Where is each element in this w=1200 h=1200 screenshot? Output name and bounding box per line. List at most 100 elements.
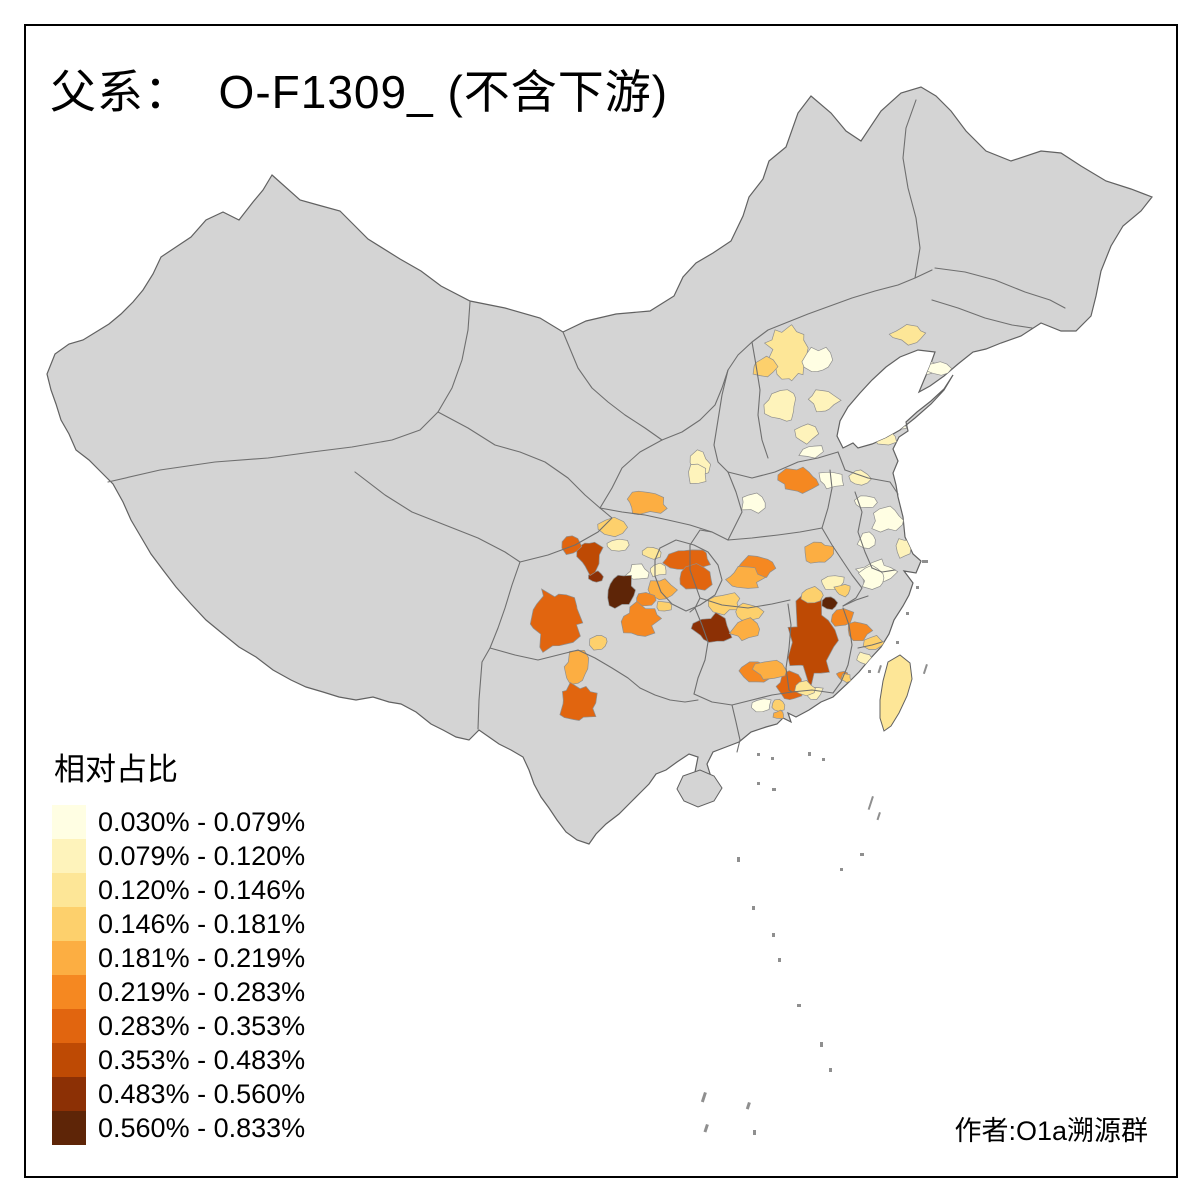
legend-label: 0.283% - 0.353% bbox=[98, 1010, 306, 1041]
prefecture-region bbox=[728, 617, 760, 642]
prefecture-region bbox=[607, 574, 636, 609]
islet bbox=[868, 670, 871, 673]
prefecture-region bbox=[647, 578, 678, 600]
map-title: 父系： O-F1309_ (不含下游) bbox=[50, 66, 669, 118]
prefecture-region bbox=[856, 531, 876, 549]
legend-label: 0.219% - 0.283% bbox=[98, 976, 306, 1007]
prefecture-region bbox=[847, 621, 874, 642]
islet bbox=[778, 958, 781, 962]
prefecture-region bbox=[589, 635, 608, 651]
islet bbox=[737, 857, 740, 862]
prefecture-region bbox=[800, 586, 824, 604]
legend-item: 0.353% - 0.483% bbox=[52, 1043, 305, 1077]
prefecture-region bbox=[751, 659, 787, 680]
province-borders bbox=[107, 99, 1066, 753]
legend-label: 0.079% - 0.120% bbox=[98, 840, 306, 871]
prefecture-region bbox=[872, 429, 898, 446]
prefecture-region bbox=[620, 600, 663, 637]
islet bbox=[829, 1068, 832, 1072]
legend-item: 0.120% - 0.146% bbox=[52, 873, 305, 907]
prefecture-region bbox=[857, 564, 885, 590]
islet bbox=[820, 1042, 823, 1047]
legend-label: 0.146% - 0.181% bbox=[98, 908, 306, 939]
islet bbox=[922, 560, 928, 563]
legend-swatch bbox=[52, 1077, 86, 1111]
legend-label: 0.353% - 0.483% bbox=[98, 1044, 306, 1075]
prefecture-region bbox=[559, 681, 598, 721]
islet bbox=[876, 812, 881, 821]
legend-label: 0.030% - 0.079% bbox=[98, 806, 306, 837]
legend-swatch bbox=[52, 1111, 86, 1145]
legend-item: 0.030% - 0.079% bbox=[52, 805, 305, 839]
prefecture-region bbox=[794, 423, 820, 445]
prefecture-region bbox=[563, 649, 590, 685]
islet bbox=[896, 641, 899, 644]
prefecture-region bbox=[777, 466, 820, 494]
islet bbox=[877, 665, 882, 674]
taiwan-island bbox=[879, 654, 913, 732]
china-outline bbox=[46, 86, 1153, 845]
islet bbox=[822, 758, 825, 761]
prefecture-region bbox=[794, 680, 816, 697]
prefecture-region bbox=[807, 389, 842, 413]
prefecture-region bbox=[626, 490, 668, 516]
islet bbox=[922, 664, 928, 675]
islet bbox=[700, 1091, 707, 1103]
prefecture-region bbox=[576, 541, 604, 576]
prefecture-region bbox=[821, 596, 839, 610]
islet bbox=[745, 1102, 751, 1110]
prefecture-region bbox=[775, 670, 803, 701]
islet bbox=[860, 853, 864, 856]
legend-item: 0.219% - 0.283% bbox=[52, 975, 305, 1009]
islet bbox=[797, 1004, 801, 1007]
prefecture-region bbox=[529, 588, 584, 653]
prefecture-region bbox=[636, 592, 657, 607]
legend-item: 0.283% - 0.353% bbox=[52, 1009, 305, 1043]
legend-swatch bbox=[52, 975, 86, 1009]
legend-title: 相对占比 bbox=[54, 752, 178, 787]
legend-item: 0.560% - 0.833% bbox=[52, 1111, 305, 1145]
islet bbox=[916, 586, 919, 589]
prefecture-region bbox=[772, 709, 784, 719]
prefecture-region bbox=[561, 535, 583, 555]
prefecture-region bbox=[752, 355, 779, 378]
prefecture-region bbox=[741, 492, 766, 514]
legend-swatch bbox=[52, 839, 86, 873]
legend-label: 0.120% - 0.146% bbox=[98, 874, 306, 905]
prefecture-region bbox=[751, 698, 772, 713]
prefecture-region bbox=[707, 592, 741, 616]
legend-label: 0.483% - 0.560% bbox=[98, 1078, 306, 1109]
legend-swatch bbox=[52, 805, 86, 839]
legend-rows: 0.030% - 0.079% 0.079% - 0.120% 0.120% - 0… bbox=[52, 805, 305, 1145]
islet bbox=[867, 796, 874, 810]
prefecture-region bbox=[871, 505, 904, 533]
legend-item: 0.079% - 0.120% bbox=[52, 839, 305, 873]
prefecture-region bbox=[798, 445, 824, 459]
prefecture-region bbox=[688, 463, 707, 484]
prefecture-region bbox=[787, 591, 839, 691]
islet bbox=[703, 1124, 709, 1133]
sea-islets bbox=[700, 560, 928, 1135]
prefecture-region bbox=[853, 495, 878, 508]
legend-item: 0.181% - 0.219% bbox=[52, 941, 305, 975]
islet bbox=[772, 933, 775, 937]
prefecture-region bbox=[690, 612, 733, 643]
prefecture-region bbox=[801, 346, 834, 373]
prefecture-region bbox=[833, 584, 851, 598]
islet bbox=[808, 752, 811, 756]
legend-swatch bbox=[52, 941, 86, 975]
prefecture-region bbox=[597, 516, 629, 538]
islet bbox=[772, 788, 776, 791]
author-credit: 作者:O1a溯源群 bbox=[954, 1116, 1148, 1146]
legend-item: 0.146% - 0.181% bbox=[52, 907, 305, 941]
legend-swatch bbox=[52, 907, 86, 941]
legend-swatch bbox=[52, 1009, 86, 1043]
prefecture-region bbox=[888, 324, 927, 346]
islet bbox=[757, 782, 760, 785]
prefecture-region bbox=[804, 541, 834, 564]
islet bbox=[840, 868, 843, 871]
islet bbox=[753, 1130, 756, 1135]
islet bbox=[752, 906, 755, 910]
